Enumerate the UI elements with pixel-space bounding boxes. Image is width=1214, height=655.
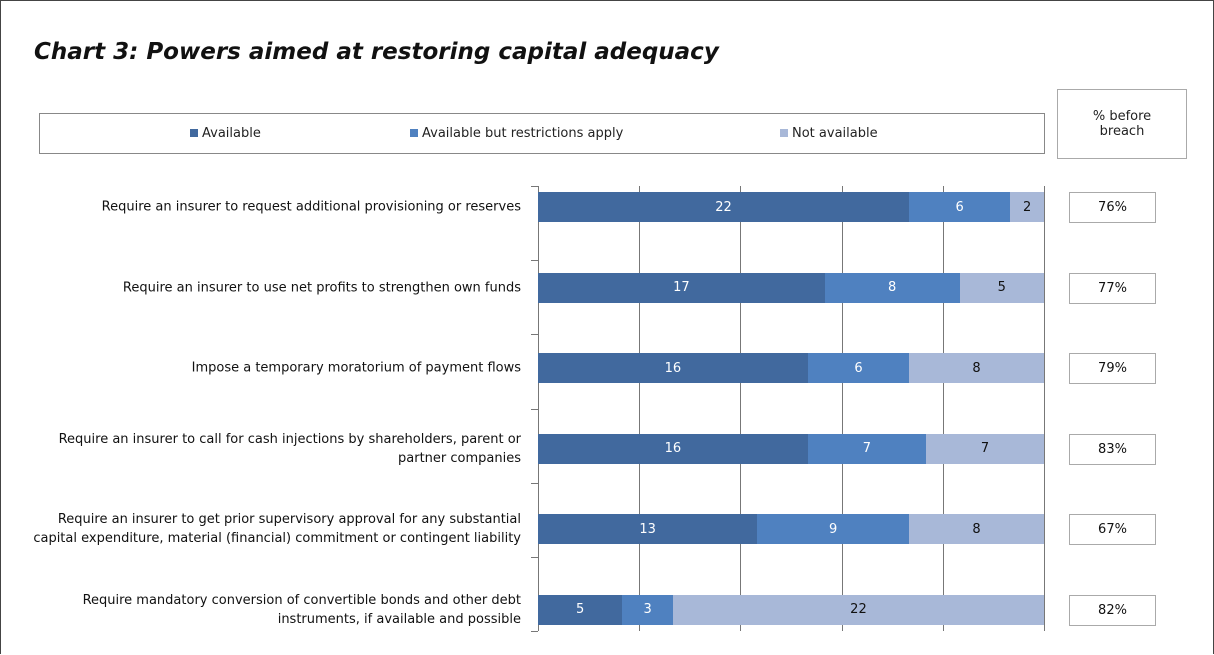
grid-line bbox=[841, 186, 843, 631]
bar-segment: 17 bbox=[538, 272, 825, 303]
legend-item: Available bbox=[190, 126, 261, 141]
legend-item: Available but restrictions apply bbox=[410, 126, 623, 141]
legend-item: Not available bbox=[780, 126, 878, 141]
axis-tick bbox=[531, 556, 538, 558]
bar-segment: 22 bbox=[672, 594, 1044, 625]
breach-box: 77% bbox=[1069, 272, 1156, 304]
bar-segment: 9 bbox=[757, 514, 910, 545]
legend-label: Available bbox=[202, 126, 261, 141]
bar-segment: 3 bbox=[622, 594, 673, 625]
axis-tick bbox=[531, 408, 538, 410]
axis-tick bbox=[531, 482, 538, 484]
legend-label: Not available bbox=[792, 126, 878, 141]
axis-tick bbox=[531, 631, 538, 632]
category-label: Require an insurer to use net profits to… bbox=[122, 280, 521, 296]
axis-tick bbox=[531, 334, 538, 336]
breach-header: % before breach bbox=[1057, 89, 1187, 159]
category-label: Impose a temporary moratorium of payment… bbox=[191, 360, 521, 376]
category-label: Require mandatory conversion of converti… bbox=[82, 592, 521, 627]
breach-box: 76% bbox=[1069, 192, 1156, 224]
bar-segment: 6 bbox=[909, 192, 1011, 223]
value-label: 8 bbox=[972, 360, 981, 376]
value-label: 3 bbox=[643, 602, 652, 618]
value-label: 5 bbox=[576, 602, 585, 618]
breach-title: % before breach bbox=[1092, 109, 1152, 139]
value-label: 16 bbox=[664, 360, 682, 376]
chart-title: Chart 3: Powers aimed at restoring capit… bbox=[34, 39, 719, 65]
category-label: Require an insurer to get prior supervis… bbox=[33, 512, 521, 547]
value-label: 8 bbox=[972, 521, 981, 537]
legend-swatch bbox=[780, 129, 788, 137]
legend-label: Available but restrictions apply bbox=[422, 126, 624, 141]
bar-segment: 5 bbox=[959, 272, 1044, 303]
bar-segment: 13 bbox=[538, 514, 758, 545]
value-label: 13 bbox=[639, 521, 656, 537]
axis-tick bbox=[531, 260, 538, 262]
bar-segment: 2 bbox=[1010, 192, 1044, 223]
value-label: 17 bbox=[673, 280, 690, 296]
bar-segment: 8 bbox=[909, 353, 1044, 384]
grid-line bbox=[1044, 186, 1045, 631]
value-label: 7 bbox=[980, 441, 990, 457]
grid-line bbox=[942, 186, 944, 631]
bar-segment: 7 bbox=[925, 433, 1044, 464]
bar-segment: 16 bbox=[538, 433, 808, 464]
value-label: 6 bbox=[955, 199, 964, 215]
legend-swatch bbox=[190, 129, 198, 137]
value-label: 22 bbox=[850, 602, 867, 618]
category-label: Require an insurer to request additional… bbox=[101, 199, 521, 215]
value-label: 6 bbox=[854, 360, 863, 376]
breach-box: 67% bbox=[1069, 514, 1156, 546]
value-label: 2 bbox=[1022, 199, 1032, 215]
bar-segment: 22 bbox=[538, 192, 910, 223]
value-label: 8 bbox=[888, 280, 897, 296]
bar-segment: 8 bbox=[909, 514, 1044, 545]
bar-segment: 16 bbox=[538, 353, 808, 384]
legend: Available Available but restrictions appl… bbox=[39, 113, 1045, 154]
bar-segment: 6 bbox=[807, 353, 910, 384]
value-label: 9 bbox=[829, 521, 838, 537]
value-label: 5 bbox=[997, 280, 1006, 296]
breach-box: 83% bbox=[1069, 433, 1156, 465]
breach-box: 82% bbox=[1069, 594, 1156, 626]
axis-tick bbox=[531, 186, 538, 187]
category-label: Require an insurer to call for cash inje… bbox=[58, 431, 521, 466]
value-label: 16 bbox=[664, 441, 682, 457]
grid-line bbox=[639, 186, 641, 631]
breach-box: 79% bbox=[1069, 353, 1156, 385]
grid-line bbox=[538, 186, 539, 631]
bar-segment: 5 bbox=[538, 594, 623, 625]
legend-swatch bbox=[410, 129, 418, 137]
bar-segment: 8 bbox=[824, 272, 960, 303]
grid-line bbox=[740, 186, 742, 631]
value-label: 22 bbox=[715, 199, 732, 215]
bar-segment: 7 bbox=[807, 433, 926, 464]
value-label: 7 bbox=[862, 441, 872, 457]
